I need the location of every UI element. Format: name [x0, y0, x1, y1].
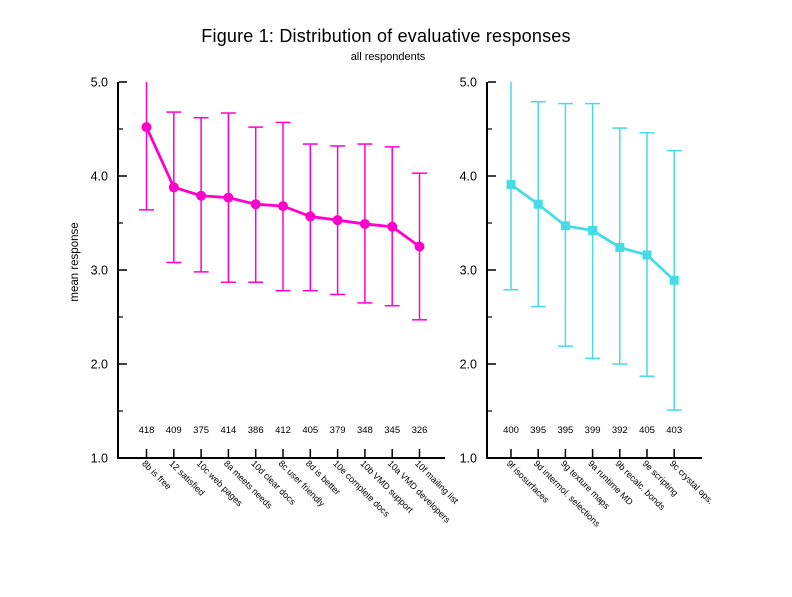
data-point-marker	[669, 275, 679, 285]
category-label: 9g texture maps	[559, 458, 612, 511]
count-label: 403	[666, 425, 682, 436]
y-tick-label: 3.0	[91, 264, 108, 278]
data-point-marker	[141, 122, 152, 133]
y-tick-label: 2.0	[91, 358, 108, 372]
y-tick-label: 2.0	[460, 358, 477, 372]
data-point-marker	[533, 199, 543, 209]
count-label: 386	[248, 425, 264, 436]
count-label: 418	[139, 425, 155, 436]
data-point-marker	[615, 242, 625, 252]
y-tick-label: 3.0	[460, 264, 477, 278]
data-point-marker	[196, 190, 207, 201]
category-label: 9c crystal ops.	[668, 458, 716, 506]
count-label: 375	[193, 425, 209, 436]
data-point-marker	[168, 182, 179, 193]
count-label: 348	[357, 425, 373, 436]
data-point-marker	[305, 211, 316, 222]
count-label: 395	[530, 425, 546, 436]
y-tick-label: 5.0	[460, 76, 477, 90]
category-label: 8a meets needs	[222, 458, 275, 511]
count-label: 414	[220, 425, 236, 436]
figure-subtitle: all respondents	[350, 51, 426, 63]
count-label: 392	[612, 425, 628, 436]
y-tick-label: 1.0	[91, 452, 108, 466]
left-panel-axis	[117, 82, 445, 459]
data-point-marker	[250, 199, 261, 210]
data-point-marker	[332, 215, 343, 226]
data-point-marker	[414, 241, 425, 252]
data-point-marker	[588, 226, 598, 236]
data-point-marker	[506, 179, 516, 189]
count-label: 400	[503, 425, 519, 436]
data-point-marker	[642, 250, 652, 260]
count-label: 405	[639, 425, 655, 436]
count-label: 345	[384, 425, 400, 436]
data-point-marker	[278, 201, 288, 212]
count-label: 412	[275, 425, 291, 436]
count-label: 409	[166, 425, 182, 436]
data-point-marker	[359, 218, 370, 229]
y-tick-label: 1.0	[460, 452, 477, 466]
y-tick-label: 4.0	[460, 170, 477, 184]
count-label: 399	[585, 425, 601, 436]
figure-title: Figure 1: Distribution of evaluative res…	[201, 26, 571, 46]
data-point-marker	[223, 192, 234, 203]
count-label: 326	[412, 425, 428, 436]
count-label: 395	[557, 425, 573, 436]
count-label: 379	[330, 425, 346, 436]
count-label: 405	[302, 425, 318, 436]
y-tick-label: 5.0	[91, 76, 108, 90]
y-tick-label: 4.0	[91, 170, 108, 184]
data-point-marker	[387, 221, 398, 232]
data-point-marker	[560, 221, 570, 231]
right-panel-axis	[486, 82, 702, 459]
